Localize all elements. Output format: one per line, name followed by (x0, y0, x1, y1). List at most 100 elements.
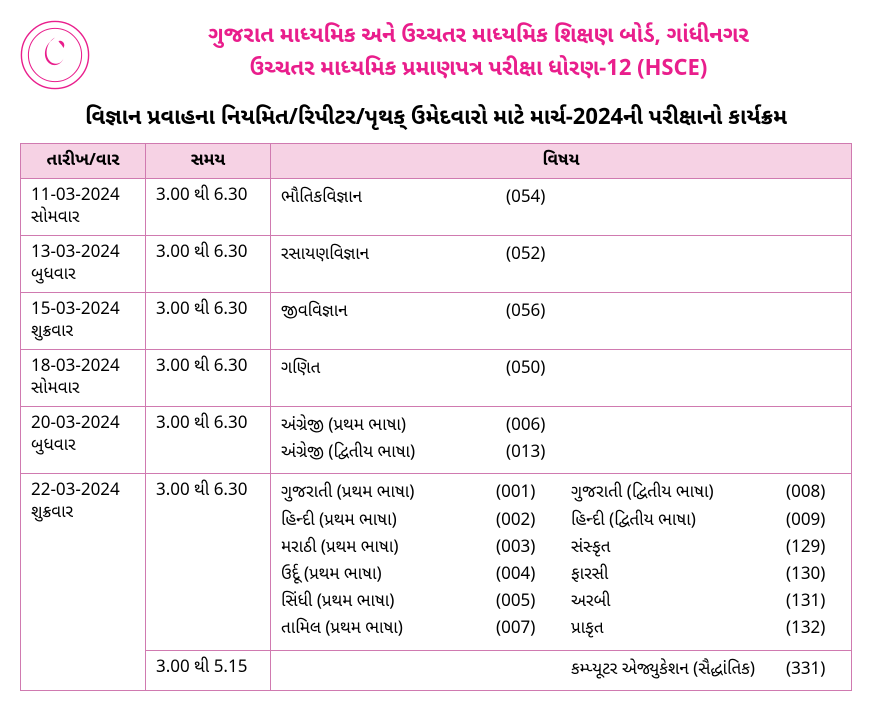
cell-subject: જીવવિજ્ઞાન(056) (271, 293, 852, 350)
col-date: તારીખ/વાર (21, 144, 146, 179)
table-header-row: તારીખ/વાર સમય વિષય (21, 144, 852, 179)
title-line-1: ગુજરાત માધ્યમિક અને ઉચ્ચતર માધ્યમિક શિક્… (105, 20, 852, 53)
cell-subject: અંગ્રેજી (પ્રથમ ભાષા)(006)અંગ્રેજી (દ્વિ… (271, 407, 852, 474)
subject-row: જીવવિજ્ઞાન(056) (281, 299, 561, 326)
subject-name: ઉર્દૂ (પ્રથમ ભાષા) (281, 562, 486, 589)
subject-row: ફારસી(130) (571, 562, 841, 589)
subject-row: તામિલ (પ્રથમ ભાષા)(007) (281, 616, 551, 643)
day-text: સોમવાર (31, 207, 135, 229)
subject-name: અરબી (571, 589, 776, 616)
day-text: બુધવાર (31, 264, 135, 286)
subject-code: (008) (776, 480, 841, 507)
subject-code: (005) (486, 589, 551, 616)
cell-time: 3.00 થી 6.30 (146, 350, 271, 407)
subject-row: ગણિત(050) (281, 356, 561, 383)
subject-name: અંગ્રેજી (દ્વિતીય ભાષા) (281, 440, 496, 467)
subject-code: (131) (776, 589, 841, 616)
day-text: સોમવાર (31, 378, 135, 400)
subject-name: ગુજરાતી (પ્રથમ ભાષા) (281, 480, 486, 507)
table-row: 20-03-2024બુધવાર3.00 થી 6.30અંગ્રેજી (પ્… (21, 407, 852, 474)
subject-name: કમ્પ્યૂટર એજ્યુકેશન (સૈદ્ધાંતિક) (571, 657, 776, 684)
day-text: શુક્રવાર (31, 502, 135, 524)
subject-code: (054) (496, 185, 561, 212)
subject-name: પ્રાકૃત (571, 616, 776, 643)
subject-row: કમ્પ્યૂટર એજ્યુકેશન (સૈદ્ધાંતિક)(331) (571, 657, 841, 684)
date-text: 11-03-2024 (31, 185, 135, 207)
subject-row: ગુજરાતી (દ્વિતીય ભાષા)(008) (571, 480, 841, 507)
subject-name: અંગ્રેજી (પ્રથમ ભાષા) (281, 413, 496, 440)
subject-name: ભૌતિકવિજ્ઞાન (281, 185, 496, 212)
subject-code: (132) (776, 616, 841, 643)
date-text: 15-03-2024 (31, 299, 135, 321)
subject-code: (056) (496, 299, 561, 326)
subject-code: (052) (496, 242, 561, 269)
table-row: 11-03-2024સોમવાર3.00 થી 6.30ભૌતિકવિજ્ઞાન… (21, 179, 852, 236)
subject-code: (013) (496, 440, 561, 467)
subject-name: જીવવિજ્ઞાન (281, 299, 496, 326)
title-block: ગુજરાત માધ્યમિક અને ઉચ્ચતર માધ્યમિક શિક્… (105, 20, 852, 86)
board-logo (20, 20, 90, 90)
subject-code: (004) (486, 562, 551, 589)
cell-date: 13-03-2024બુધવાર (21, 236, 146, 293)
subject-code: (009) (776, 508, 841, 535)
cell-date: 20-03-2024બુધવાર (21, 407, 146, 474)
cell-time: 3.00 થી 6.30 (146, 407, 271, 474)
table-row: 18-03-2024સોમવાર3.00 થી 6.30ગણિત(050) (21, 350, 852, 407)
subject-row: ઉર્દૂ (પ્રથમ ભાષા)(004) (281, 562, 551, 589)
subject-row: અંગ્રેજી (પ્રથમ ભાષા)(006) (281, 413, 561, 440)
subject-code: (331) (776, 657, 841, 684)
subject-row: સંસ્કૃત(129) (571, 535, 841, 562)
subject-row: ગુજરાતી (પ્રથમ ભાષા)(001) (281, 480, 551, 507)
date-text: 22-03-2024 (31, 480, 135, 502)
cell-subject: રસાયણવિજ્ઞાન(052) (271, 236, 852, 293)
cell-time: 3.00 થી 5.15 (146, 650, 271, 690)
title-line-2: ઉચ્ચતર માધ્યમિક પ્રમાણપત્ર પરીક્ષા ધોરણ-… (105, 53, 852, 86)
cell-date: 11-03-2024સોમવાર (21, 179, 146, 236)
cell-date: 22-03-2024શુક્રવાર (21, 474, 146, 690)
subject-row: સિંધી (પ્રથમ ભાષા)(005) (281, 589, 551, 616)
subject-row: અરબી(131) (571, 589, 841, 616)
cell-time: 3.00 થી 6.30 (146, 293, 271, 350)
cell-time: 3.00 થી 6.30 (146, 179, 271, 236)
cell-subject: કમ્પ્યૂટર એજ્યુકેશન (સૈદ્ધાંતિક)(331) (271, 650, 852, 690)
cell-date: 18-03-2024સોમવાર (21, 350, 146, 407)
header: ગુજરાત માધ્યમિક અને ઉચ્ચતર માધ્યમિક શિક્… (20, 20, 852, 90)
subject-name: તામિલ (પ્રથમ ભાષા) (281, 616, 486, 643)
subject-name: હિન્દી (પ્રથમ ભાષા) (281, 508, 486, 535)
subject-name: હિન્દી (દ્વિતીય ભાષા) (571, 508, 776, 535)
cell-date: 15-03-2024શુક્રવાર (21, 293, 146, 350)
table-row: 3.00 થી 5.15 કમ્પ્યૂટર એજ્યુકેશન (સૈદ્ધાં… (21, 650, 852, 690)
cell-subject: ભૌતિકવિજ્ઞાન(054) (271, 179, 852, 236)
subject-row: પ્રાકૃત(132) (571, 616, 841, 643)
day-text: શુક્રવાર (31, 321, 135, 343)
subject-code: (001) (486, 480, 551, 507)
subject-row: મરાઠી (પ્રથમ ભાષા)(003) (281, 535, 551, 562)
table-row: 13-03-2024બુધવાર3.00 થી 6.30રસાયણવિજ્ઞાન… (21, 236, 852, 293)
day-text: બુધવાર (31, 435, 135, 457)
subject-row: હિન્દી (પ્રથમ ભાષા)(002) (281, 508, 551, 535)
subject-name: સિંધી (પ્રથમ ભાષા) (281, 589, 486, 616)
date-text: 20-03-2024 (31, 413, 135, 435)
subject-row: હિન્દી (દ્વિતીય ભાષા)(009) (571, 508, 841, 535)
schedule-table: તારીખ/વાર સમય વિષય 11-03-2024સોમવાર3.00 … (20, 143, 852, 691)
subject-row: અંગ્રેજી (દ્વિતીય ભાષા)(013) (281, 440, 561, 467)
date-text: 13-03-2024 (31, 242, 135, 264)
subject-name: રસાયણવિજ્ઞાન (281, 242, 496, 269)
subtitle: વિજ્ઞાન પ્રવાહના નિયમિત/રિપીટર/પૃથક્ ઉમે… (20, 104, 852, 133)
table-row: 22-03-2024શુક્રવાર3.00 થી 6.30ગુજરાતી (પ… (21, 474, 852, 650)
cell-subject: ગણિત(050) (271, 350, 852, 407)
col-subject: વિષય (271, 144, 852, 179)
subject-name: મરાઠી (પ્રથમ ભાષા) (281, 535, 486, 562)
subject-code: (130) (776, 562, 841, 589)
table-row: 15-03-2024શુક્રવાર3.00 થી 6.30જીવવિજ્ઞાન… (21, 293, 852, 350)
date-text: 18-03-2024 (31, 356, 135, 378)
subject-name: ગુજરાતી (દ્વિતીય ભાષા) (571, 480, 776, 507)
subject-name: સંસ્કૃત (571, 535, 776, 562)
cell-subject: ગુજરાતી (પ્રથમ ભાષા)(001)હિન્દી (પ્રથમ ભ… (271, 474, 852, 650)
subject-code: (006) (496, 413, 561, 440)
cell-time: 3.00 થી 6.30 (146, 474, 271, 650)
subject-row: ભૌતિકવિજ્ઞાન(054) (281, 185, 561, 212)
subject-code: (007) (486, 616, 551, 643)
col-time: સમય (146, 144, 271, 179)
subject-code: (129) (776, 535, 841, 562)
